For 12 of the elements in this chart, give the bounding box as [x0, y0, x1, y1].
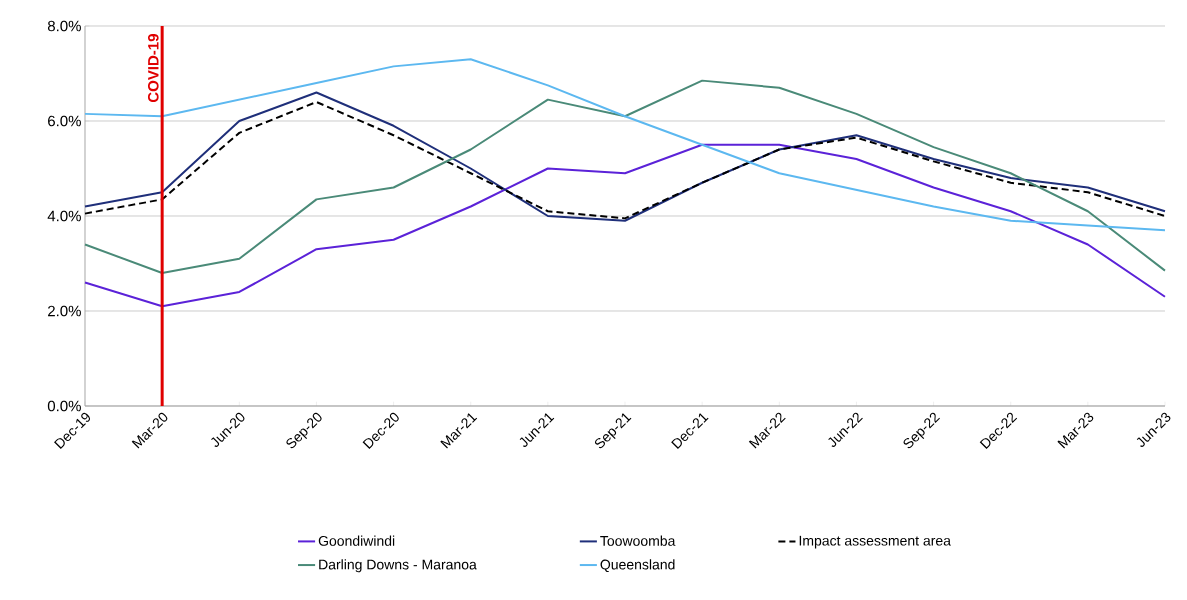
- legend-label: Darling Downs - Maranoa: [319, 559, 477, 573]
- y-tick-label: 8.0%: [47, 20, 81, 32]
- legend-label: Goondiwindi: [318, 535, 395, 546]
- legend-label: Impact assessment area: [799, 535, 951, 549]
- y-tick-label: 2.0%: [48, 305, 81, 317]
- legend-label: Queensland: [600, 559, 675, 573]
- y-tick-label: 4.0%: [47, 210, 81, 222]
- line-series: [84, 143, 1166, 308]
- y-tick-label: 6.0%: [48, 115, 81, 127]
- ref-line-label: COVID-19: [148, 34, 159, 103]
- legend-label: Toowoomba: [600, 535, 676, 546]
- y-tick-label: 0.0%: [47, 400, 81, 412]
